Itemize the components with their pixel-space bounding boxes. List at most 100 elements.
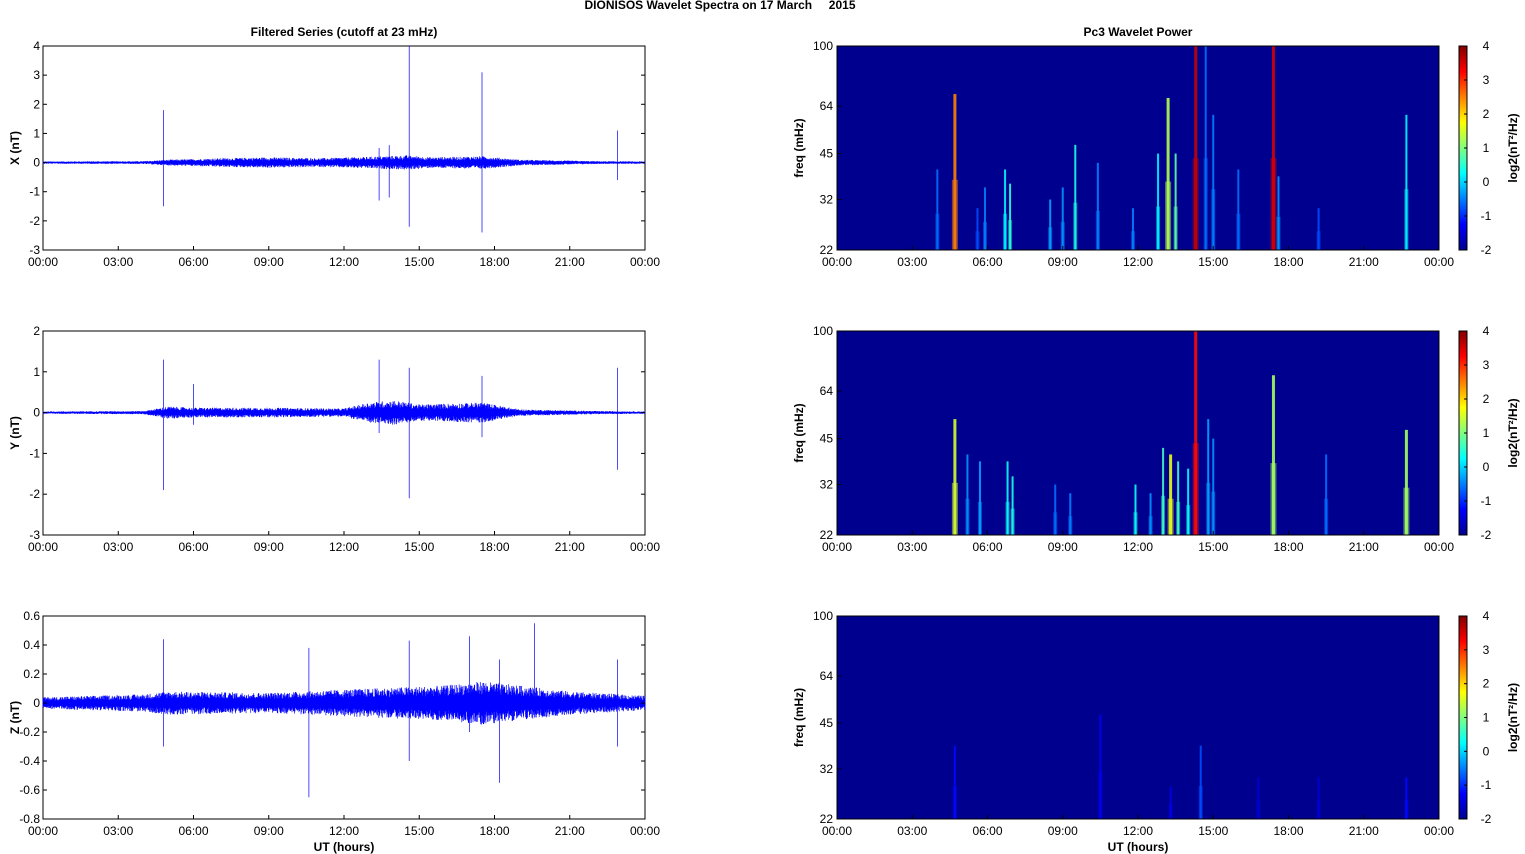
power-streak bbox=[1257, 777, 1260, 819]
x-tick-label: 15:00 bbox=[1198, 824, 1228, 838]
panel-title: Filtered Series (cutoff at 23 mHz) bbox=[251, 25, 438, 39]
x-tick-label: 09:00 bbox=[254, 540, 284, 554]
x-tick-label: 00:00 bbox=[1424, 540, 1454, 554]
colorbar-tick-label: -2 bbox=[1481, 528, 1492, 542]
power-streak-base bbox=[1005, 501, 1010, 535]
power-streak-base bbox=[1186, 505, 1191, 535]
y-tick-label: 32 bbox=[820, 478, 834, 492]
power-streak-base bbox=[1068, 516, 1073, 535]
colorbar-tick-label: 4 bbox=[1483, 39, 1490, 53]
y-axis-label: Z (nT) bbox=[8, 701, 22, 734]
power-streak bbox=[1169, 454, 1173, 535]
x-tick-label: 09:00 bbox=[254, 824, 284, 838]
power-streak bbox=[1149, 493, 1152, 535]
y-tick-label: -2 bbox=[29, 487, 40, 501]
y-tick-label: 22 bbox=[820, 812, 834, 826]
power-streak bbox=[1204, 46, 1207, 250]
colorbar: 4 3 2 1 0 -1 -2 log2(nT²/Hz) bbox=[1458, 39, 1520, 257]
colorbar-tick-label: 1 bbox=[1483, 711, 1490, 725]
power-streak-base bbox=[1211, 491, 1216, 535]
colorbar-tick-label: 0 bbox=[1483, 175, 1490, 189]
power-streak-base bbox=[1060, 221, 1065, 250]
x-tick-label: 03:00 bbox=[103, 540, 133, 554]
colorbar-tick-label: 3 bbox=[1483, 643, 1490, 657]
power-streak-base bbox=[965, 498, 970, 535]
y-axis-label: freq (mHz) bbox=[792, 688, 806, 747]
colorbar-tick-label: 0 bbox=[1483, 744, 1490, 758]
y-tick-label: 4 bbox=[33, 39, 40, 53]
colorbar-tick-label: 0 bbox=[1483, 460, 1490, 474]
y-tick-label: 0 bbox=[33, 156, 40, 170]
power-streak-base bbox=[1316, 800, 1321, 819]
power-streak bbox=[1404, 429, 1408, 535]
power-streak bbox=[936, 169, 939, 250]
x-tick-label: 00:00 bbox=[822, 540, 852, 554]
power-streak bbox=[1207, 419, 1210, 535]
y-tick-label: -1 bbox=[29, 446, 40, 460]
power-streak bbox=[1194, 46, 1198, 250]
x-tick-label: 18:00 bbox=[1273, 540, 1303, 554]
power-streak-base bbox=[1073, 202, 1078, 250]
colorbar-tick-label: -2 bbox=[1481, 243, 1492, 257]
power-streak bbox=[1199, 745, 1202, 819]
timeseries-panel-filtered-z: 0.6 0.4 0.2 0 -0.2 -0.4 -0.6 -0.8 Z (nT) 00:00 03:… bbox=[8, 609, 660, 854]
colorbar-tick-label: 1 bbox=[1483, 141, 1490, 155]
y-tick-label: 0.6 bbox=[23, 609, 40, 623]
y-axis-label: Y (nT) bbox=[8, 416, 22, 450]
x-tick-label: 18:00 bbox=[479, 824, 509, 838]
power-streak bbox=[1405, 114, 1408, 250]
power-streak bbox=[1187, 468, 1190, 535]
y-tick-label: 22 bbox=[820, 243, 834, 257]
colorbar-tick-label: -1 bbox=[1481, 494, 1492, 508]
x-tick-label: 09:00 bbox=[1048, 255, 1078, 269]
x-tick-label: 21:00 bbox=[555, 255, 585, 269]
x-tick-label: 12:00 bbox=[1123, 824, 1153, 838]
power-streak-base bbox=[1130, 231, 1135, 250]
power-streak-base bbox=[1206, 482, 1211, 535]
x-tick-label: 21:00 bbox=[1349, 540, 1379, 554]
y-axis-label: freq (mHz) bbox=[792, 403, 806, 462]
x-tick-label: 18:00 bbox=[479, 540, 509, 554]
x-tick-label: 03:00 bbox=[103, 255, 133, 269]
colorbar-tick-label: 1 bbox=[1483, 426, 1490, 440]
spectrum-background bbox=[836, 45, 1440, 251]
power-streak bbox=[1004, 169, 1007, 250]
plot-frame bbox=[42, 45, 646, 251]
power-streak bbox=[1212, 114, 1215, 250]
power-streak bbox=[1271, 46, 1275, 250]
colorbar-tick-label: 4 bbox=[1483, 324, 1490, 338]
y-tick-label: -3 bbox=[29, 528, 40, 542]
y-tick-label: 1 bbox=[33, 126, 40, 140]
power-streak bbox=[1277, 176, 1280, 250]
x-tick-label: 21:00 bbox=[555, 824, 585, 838]
power-streak bbox=[1054, 484, 1057, 535]
power-streak bbox=[1174, 153, 1177, 250]
x-tick-label: 15:00 bbox=[404, 255, 434, 269]
x-tick-label: 12:00 bbox=[329, 255, 359, 269]
x-tick-label: 06:00 bbox=[972, 824, 1002, 838]
y-tick-label: -0.8 bbox=[19, 812, 40, 826]
y-tick-label: 64 bbox=[820, 99, 834, 113]
x-tick-label: 00:00 bbox=[630, 540, 660, 554]
timeseries-panel-filtered-x: 4 3 2 1 0 -1 -2 -3 X (nT) Filtered Series (cutoff… bbox=[8, 25, 660, 269]
colorbar-tick-label: -2 bbox=[1481, 812, 1492, 826]
power-streak bbox=[1009, 183, 1012, 250]
x-tick-label: 00:00 bbox=[630, 824, 660, 838]
x-axis-label: UT (hours) bbox=[1108, 840, 1169, 854]
power-streak bbox=[953, 745, 956, 819]
power-streak bbox=[1177, 461, 1180, 535]
power-streak-base bbox=[1211, 189, 1216, 250]
x-tick-label: 00:00 bbox=[822, 255, 852, 269]
power-streak bbox=[1405, 777, 1408, 819]
power-streak-base bbox=[951, 482, 958, 535]
x-tick-label: 00:00 bbox=[630, 255, 660, 269]
x-tick-label: 21:00 bbox=[555, 540, 585, 554]
power-streak bbox=[1011, 476, 1014, 535]
x-tick-label: 15:00 bbox=[404, 824, 434, 838]
power-streak-base bbox=[1203, 158, 1208, 250]
power-streak bbox=[976, 208, 979, 250]
power-streak-base bbox=[1270, 463, 1277, 535]
